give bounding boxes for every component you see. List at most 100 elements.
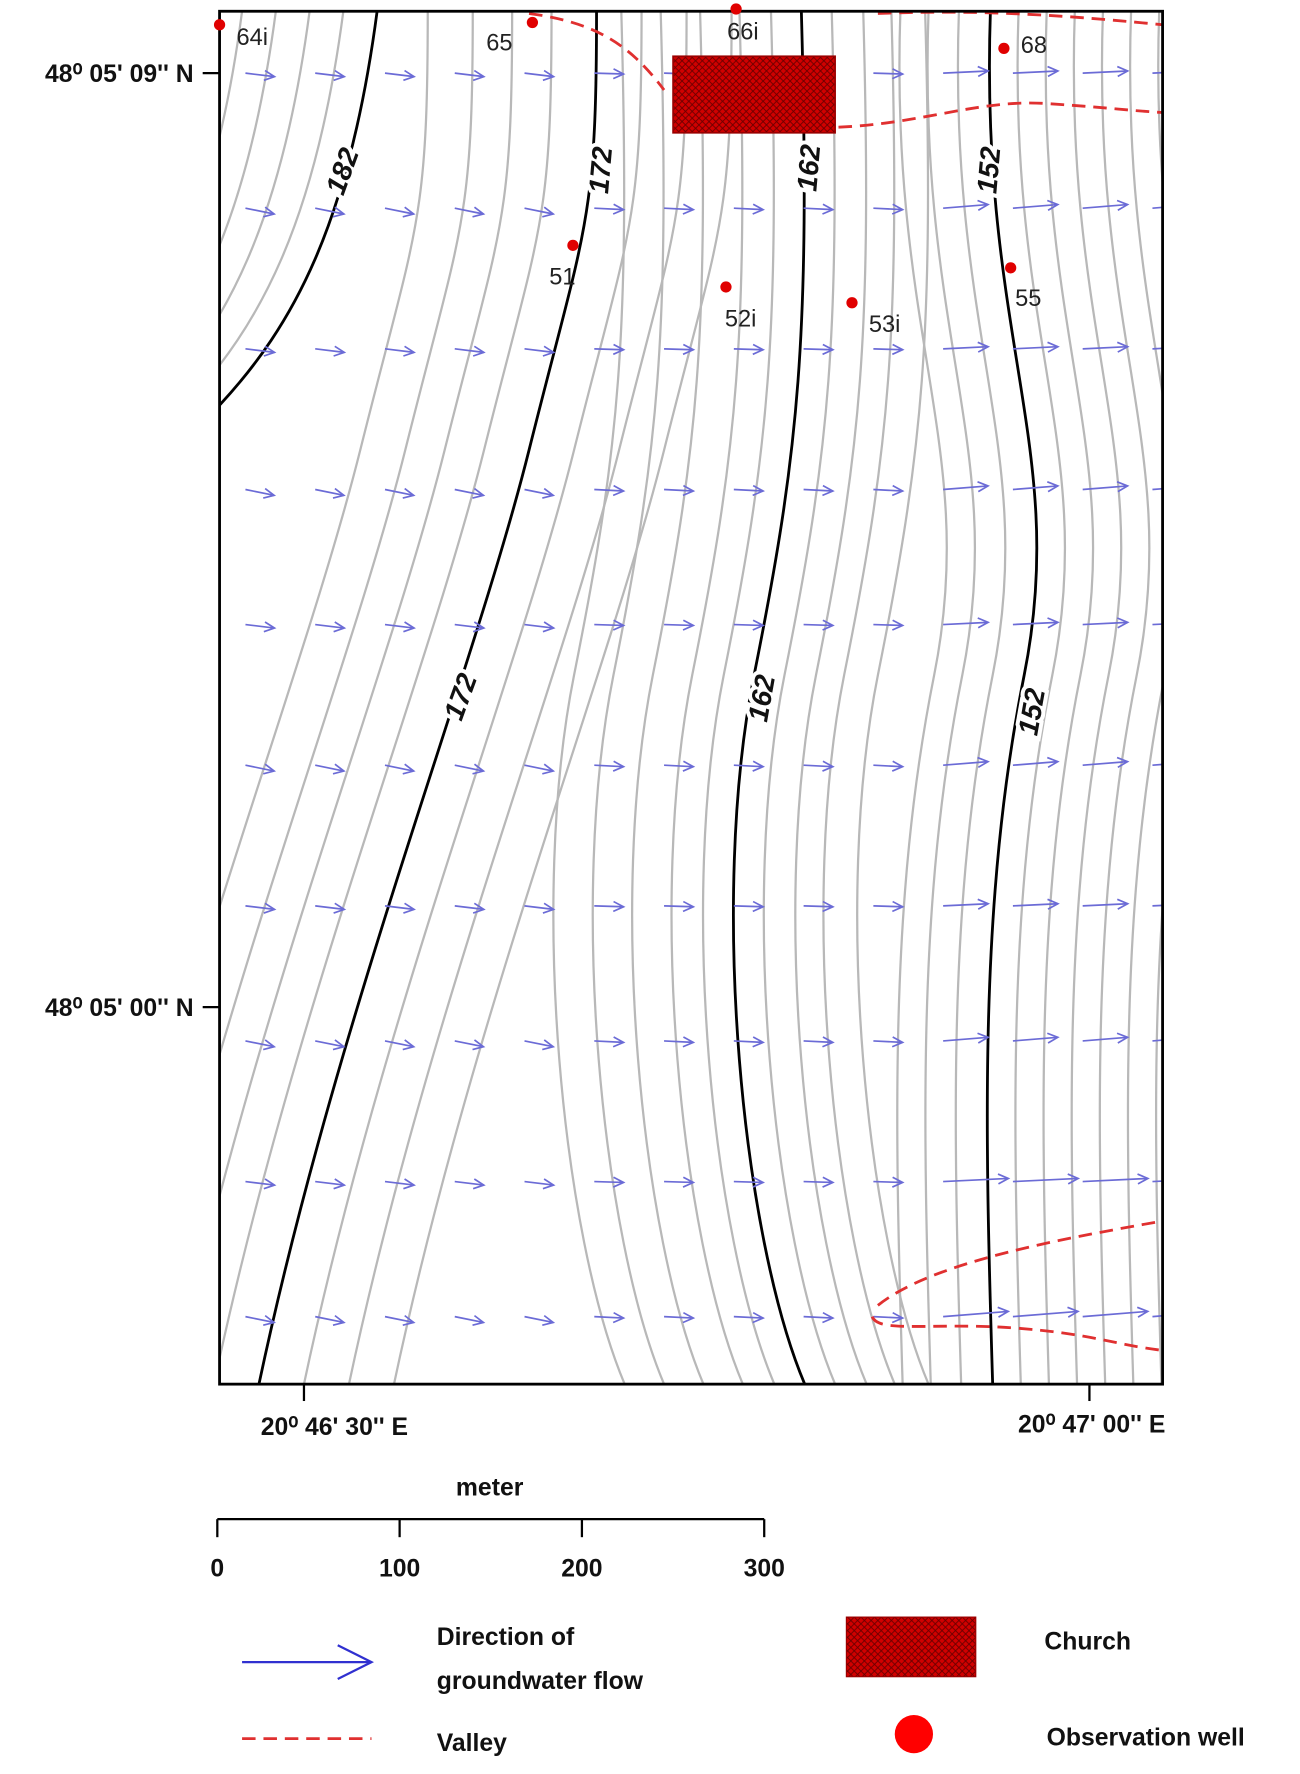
flow-arrow <box>664 1036 696 1048</box>
arrow-head <box>892 900 905 913</box>
contour-line <box>822 11 896 1385</box>
arrow-shaft <box>524 207 554 215</box>
contour-line <box>1014 11 1067 1385</box>
arrow-head <box>1116 65 1130 78</box>
flow-arrow <box>1012 898 1060 910</box>
arrow-head <box>977 756 990 769</box>
contour-172 <box>257 11 598 1385</box>
arrow-head <box>263 345 277 357</box>
flow-arrow <box>873 343 905 356</box>
arrow-head <box>263 902 277 914</box>
arrow-shaft <box>524 623 554 629</box>
flow-arrow <box>664 619 696 631</box>
arrow-shaft <box>245 488 275 497</box>
arrow-head <box>822 619 835 631</box>
arrow-head <box>472 69 486 82</box>
arrow-shaft <box>315 1315 345 1324</box>
arrow-head <box>612 484 626 497</box>
flow-arrow <box>315 487 346 499</box>
flow-arrow <box>733 1311 765 1324</box>
arrow-shaft <box>873 207 903 211</box>
well-point <box>720 281 732 293</box>
flow-arrow <box>454 69 486 82</box>
flow-arrow <box>594 900 626 913</box>
flow-arrow <box>943 341 991 353</box>
arrow-head <box>332 487 346 499</box>
arrow-head <box>997 1306 1011 1318</box>
arrow-head <box>612 1176 626 1188</box>
flow-arrow <box>664 760 696 772</box>
arrow-shaft <box>245 72 275 78</box>
arrow-shaft <box>1012 1310 1079 1318</box>
contour-line <box>1070 11 1123 1385</box>
arrow-head <box>263 487 277 499</box>
arrow-head <box>612 343 626 356</box>
arrow-shaft <box>315 1180 345 1186</box>
flow-arrow <box>733 203 765 215</box>
arrow-head <box>472 763 486 775</box>
arrow-head <box>1187 482 1197 492</box>
arrow-shaft <box>664 905 694 908</box>
flow-arrow <box>524 1314 556 1327</box>
arrow-shaft <box>664 623 694 627</box>
arrow-head <box>1207 1174 1217 1184</box>
index-contours <box>219 11 1039 1385</box>
flow-arrow <box>664 484 696 497</box>
flow-arrow <box>1082 1306 1150 1318</box>
arrow-shaft <box>1012 345 1058 350</box>
scale-unit: meter <box>456 1475 524 1502</box>
arrow-head <box>333 69 347 82</box>
scale-bar: 0 100 200 300 <box>210 1518 785 1583</box>
arrow-shaft <box>454 623 484 629</box>
arrow-head <box>402 1039 416 1051</box>
flow-arrow <box>664 343 696 356</box>
flow-arrow <box>733 343 766 356</box>
arrow-shaft <box>315 72 345 78</box>
arrow-head <box>612 1311 626 1324</box>
arrow-head <box>402 487 416 499</box>
flow-arrow <box>384 345 416 357</box>
flow-arrow <box>384 1178 416 1190</box>
flow-arrow <box>315 1314 346 1327</box>
arrow-head <box>977 199 990 212</box>
arrow-shaft <box>733 1040 764 1044</box>
contour-152 <box>985 11 1039 1385</box>
arrow-shaft <box>454 764 484 772</box>
flow-arrow <box>245 1314 277 1327</box>
arrow-shaft <box>1082 485 1128 491</box>
arrow-shaft <box>454 348 484 354</box>
arrow-shaft <box>1152 487 1163 491</box>
contour-line <box>219 11 244 142</box>
contour-line <box>631 11 705 1385</box>
contour-line <box>219 11 429 911</box>
flow-arrow <box>384 487 416 499</box>
well-point <box>526 16 539 29</box>
arrow-shaft <box>1152 1039 1163 1042</box>
arrow-head <box>263 1314 277 1327</box>
arrow-head <box>472 621 486 633</box>
arrow-shaft <box>1012 621 1058 626</box>
flow-arrow <box>1012 199 1060 212</box>
arrow-shaft <box>1152 206 1163 210</box>
arrow-shaft <box>1012 760 1058 767</box>
arrow-head <box>822 900 835 913</box>
arrow-shaft <box>454 1315 484 1324</box>
flow-arrow <box>943 1173 1011 1185</box>
arrow-head <box>1067 1306 1080 1318</box>
arrow-shaft <box>1082 1036 1128 1042</box>
flow-arrow <box>454 902 486 914</box>
arrow-head <box>472 206 486 218</box>
arrow-head <box>752 619 766 631</box>
contour-line <box>670 11 744 1385</box>
flow-arrows <box>245 65 1217 1327</box>
well-point <box>730 3 742 15</box>
flow-arrow <box>873 760 905 772</box>
arrow-head <box>752 760 765 772</box>
arrow-head <box>997 1173 1011 1185</box>
flow-arrow <box>943 1306 1011 1318</box>
flow-arrow <box>594 1176 626 1188</box>
arrow-head <box>332 206 346 218</box>
arrow-head <box>472 1314 486 1327</box>
arrow-shaft <box>873 72 903 75</box>
arrow-head <box>682 1311 696 1324</box>
